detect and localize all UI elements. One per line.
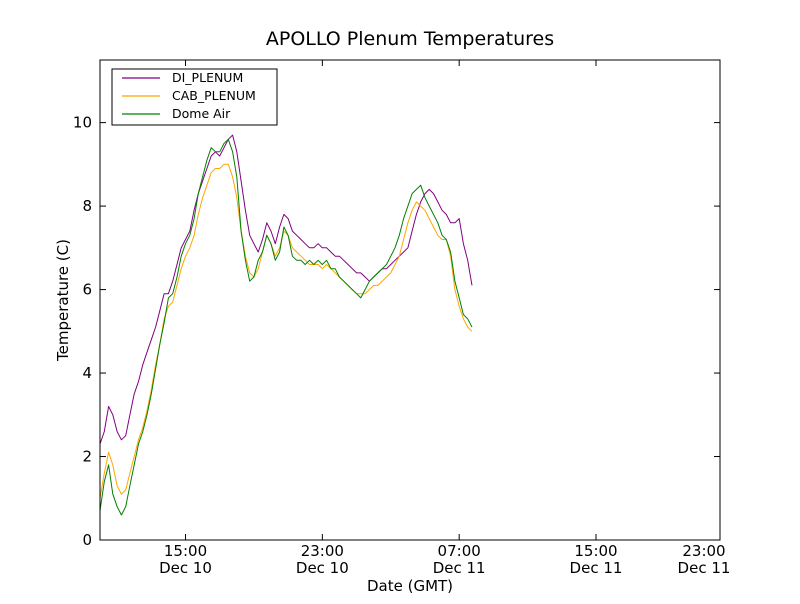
legend: DI_PLENUM CAB_PLENUM Dome Air	[111, 68, 278, 126]
y-tick-label: 2	[82, 448, 92, 466]
y-axis-label: Temperature (C)	[54, 239, 72, 362]
series-layer	[99, 134, 473, 516]
x-tick-label-date: Dec 11	[570, 559, 623, 577]
plot-area-background	[100, 60, 720, 540]
series-line-di-plenum	[99, 134, 473, 445]
plot-frame	[99, 59, 721, 541]
legend-label-di-plenum: DI_PLENUM	[172, 70, 243, 85]
legend-label-dome-air: Dome Air	[172, 106, 231, 121]
y-tick-label: 6	[82, 281, 92, 299]
x-axis-label: Date (GMT)	[367, 577, 453, 595]
chart-title: APOLLO Plenum Temperatures	[266, 28, 554, 50]
y-axis-ticks: 0 2 4 6 8 10	[73, 114, 720, 549]
x-tick-label-time: 07:00	[438, 542, 481, 560]
x-tick-label-time: 15:00	[164, 542, 207, 560]
y-tick-label: 4	[82, 364, 92, 382]
x-tick-label-date: Dec 10	[296, 559, 349, 577]
y-tick-label: 10	[73, 114, 92, 132]
legend-label-cab-plenum: CAB_PLENUM	[172, 88, 256, 103]
y-tick-label: 0	[82, 531, 92, 549]
x-tick-label-time: 15:00	[574, 542, 617, 560]
x-tick-label-date: Dec 11	[433, 559, 486, 577]
y-tick-label: 8	[82, 197, 92, 215]
x-tick-label-date: Dec 10	[159, 559, 212, 577]
x-tick-label-time: 23:00	[301, 542, 344, 560]
x-tick-label-date: Dec 11	[678, 559, 731, 577]
x-tick-label-time: 23:00	[682, 542, 725, 560]
series-line-dome-air	[99, 138, 473, 516]
